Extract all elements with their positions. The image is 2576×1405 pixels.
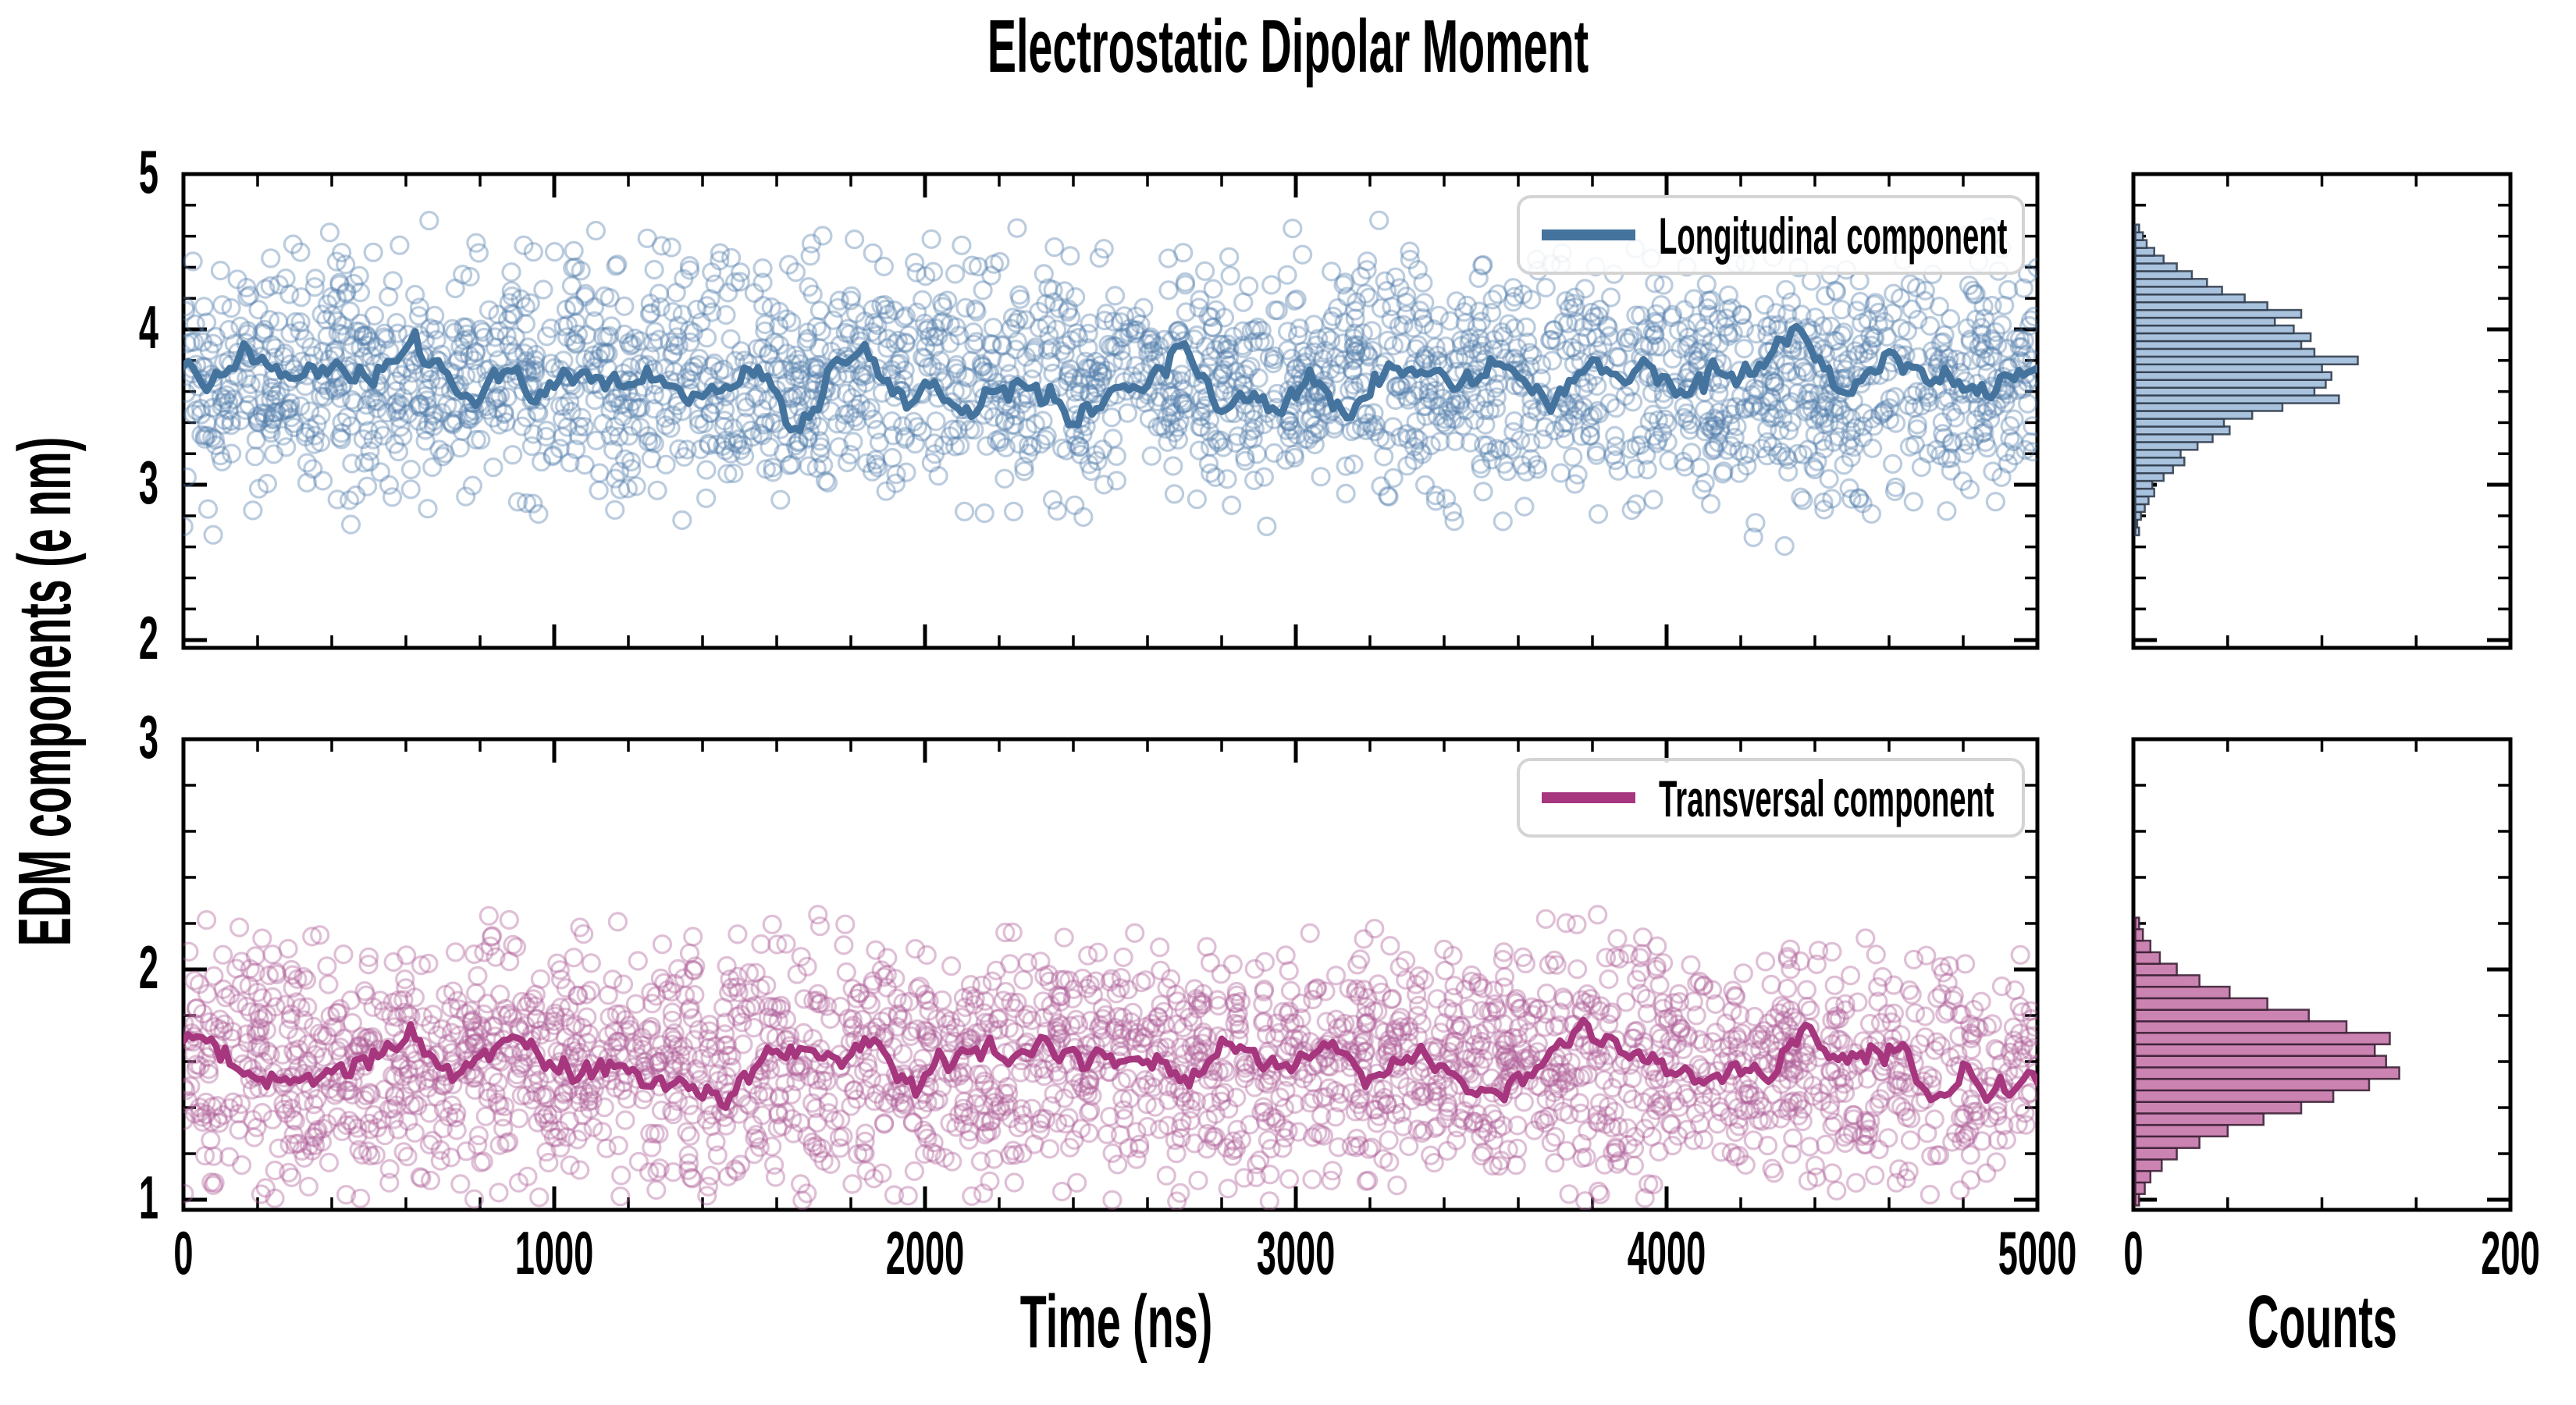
main-top-y-tick-label: 4: [139, 293, 159, 361]
main-top-y-tick-label: 3: [139, 448, 158, 517]
main-bottom-y-tick-label: 1: [139, 1163, 158, 1232]
main-bottom-axes: 0 1000 2000 3000 4000 5000 1 2 3: [139, 702, 2076, 1287]
y-axis-label: EDM components (e nm): [2, 437, 87, 947]
legend-box-transversal: [1517, 758, 2025, 838]
main-top-spines: [181, 172, 2040, 650]
main-top-y-tick-label: 2: [139, 603, 158, 672]
main-bottom-hist-x-tick-label: 0: [2123, 1218, 2143, 1287]
legend-box-longitudinal: [1517, 195, 2025, 275]
legend-label-longitudinal: Longitudinal component: [1659, 208, 2007, 265]
plot-area: 2 3 4 5 0 1000 2000 3000 4000 5000 1 2 3 0 200: [139, 137, 2540, 1287]
main-bottom-y-tick-label: 2: [139, 933, 158, 1001]
legend-transversal: Transversal component: [1517, 758, 2025, 838]
x-axis-label-time: Time (ns): [1020, 1279, 1212, 1364]
main-bottom-x-tick-label: 0: [173, 1218, 193, 1287]
main-bottom-x-tick-label: 5000: [1998, 1218, 2077, 1287]
legend-longitudinal: Longitudinal component: [1517, 195, 2025, 275]
main-bottom-hist-x-tick-label: 200: [2481, 1218, 2539, 1287]
main-bottom-y-tick-label: 3: [139, 702, 158, 771]
main-top-y-tick-label: 5: [139, 137, 158, 206]
main-top-axes: 2 3 4 5: [139, 137, 2040, 672]
main-bottom-x-tick-label: 4000: [1628, 1218, 1706, 1287]
main-bottom-histogram-bars: [2134, 916, 2400, 1207]
main-bottom-x-tick-label: 1000: [515, 1218, 594, 1287]
main-bottom-mean-line: [183, 1016, 2037, 1112]
main-bottom-x-tick-label: 2000: [886, 1218, 965, 1287]
figure-title: Electrostatic Dipolar Moment: [987, 4, 1589, 88]
main-bottom-spines: [181, 737, 2040, 1212]
legend-label-transversal: Transversal component: [1659, 770, 1994, 827]
main-bottom-hist-axes: 0 200: [2123, 737, 2540, 1287]
main-top-histogram-bars: [2134, 223, 2359, 537]
x-axis-label-counts: Counts: [2247, 1279, 2397, 1364]
main-top-mean-line: [183, 322, 2037, 435]
main-bottom-x-tick-label: 3000: [1257, 1218, 1336, 1287]
